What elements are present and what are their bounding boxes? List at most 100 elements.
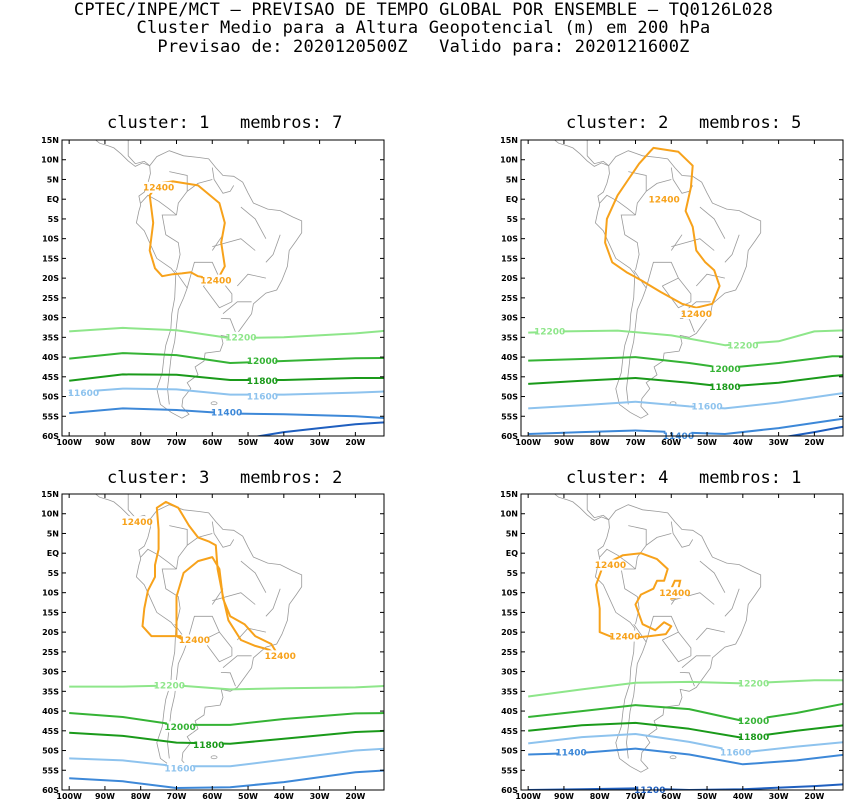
lat-label: 5S <box>48 215 60 224</box>
country-border <box>670 234 683 251</box>
lon-label: 50W <box>697 438 717 447</box>
contour-label: 11600 <box>247 393 278 403</box>
lat-label: 10N <box>41 510 59 519</box>
lat-label: EQ <box>47 549 59 558</box>
contour-line-11800 <box>69 373 384 382</box>
coastline <box>127 140 150 167</box>
lon-label: 90W <box>554 438 574 447</box>
country-border <box>169 525 188 546</box>
lat-label: 15S <box>42 254 59 263</box>
contour-label: 12400 <box>648 195 679 205</box>
contour-line-11800 <box>528 721 843 739</box>
country-border <box>617 200 636 216</box>
country-border <box>724 234 740 263</box>
lat-label: 5S <box>507 569 519 578</box>
contour-line-12400 <box>604 146 721 309</box>
lon-label: 60W <box>661 438 681 447</box>
lon-label: 60W <box>202 792 222 801</box>
lon-label: 100W <box>515 438 541 447</box>
contour-label: 12000 <box>738 717 769 727</box>
lat-label: 60S <box>42 786 59 795</box>
lat-label: 20S <box>501 628 518 637</box>
country-border <box>696 627 725 641</box>
contour-label: 12200 <box>534 328 565 338</box>
contour-label-bg <box>651 193 678 205</box>
coastline <box>620 475 641 482</box>
lon-label: 40W <box>274 438 294 447</box>
lat-label: 5N <box>47 529 59 538</box>
country-border <box>158 554 177 570</box>
lat-label: 40S <box>501 707 518 716</box>
panel-4-title: cluster: 4 membros: 1 <box>566 468 802 488</box>
lon-label: 70W <box>626 792 646 801</box>
contour-label: 12400 <box>595 561 626 571</box>
country-border <box>679 672 695 687</box>
lat-label: 5N <box>506 529 518 538</box>
country-border <box>661 631 692 663</box>
lat-label: 40S <box>501 353 518 362</box>
country-border <box>620 214 640 271</box>
lat-label: 30S <box>501 314 518 323</box>
country-border <box>222 655 252 669</box>
header-line-1: CPTEC/INPE/MCT – PREVISAO DE TEMPO GLOBA… <box>73 0 774 20</box>
contour-label-bg <box>740 715 767 727</box>
lat-label: 35S <box>42 687 59 696</box>
country-border <box>699 206 726 239</box>
lat-label: 30S <box>501 668 518 677</box>
contour-label: 11600 <box>720 749 751 759</box>
contour-label: 12400 <box>681 310 712 320</box>
lat-label: 15N <box>41 136 59 145</box>
contour-label: 11800 <box>193 741 224 751</box>
country-border <box>661 277 692 309</box>
map-frame <box>61 493 385 791</box>
lat-label: 10S <box>42 235 59 244</box>
country-border <box>222 301 252 315</box>
country-border <box>699 560 726 593</box>
lat-label: 30S <box>42 668 59 677</box>
lat-label: 10S <box>501 235 518 244</box>
lat-label: 45S <box>501 727 518 736</box>
lat-label: 25S <box>501 648 518 657</box>
lat-label: 10N <box>500 510 518 519</box>
contour-label-bg <box>711 381 738 393</box>
contour-label-bg <box>249 375 276 387</box>
map-frame <box>520 493 844 791</box>
lon-label: 20W <box>345 438 365 447</box>
lat-label: 5N <box>506 175 518 184</box>
lat-label: 30S <box>42 314 59 323</box>
contour-label-bg <box>740 677 767 689</box>
lat-label: 35S <box>42 333 59 342</box>
country-border <box>645 615 679 643</box>
lat-label: EQ <box>47 195 59 204</box>
lat-label: 10N <box>500 156 518 165</box>
contour-label: 12400 <box>200 276 231 286</box>
lat-label: 55S <box>501 766 518 775</box>
lon-label: 50W <box>238 792 258 801</box>
contour-line-12000 <box>69 352 384 364</box>
coastline <box>135 150 303 419</box>
contour-line-12200 <box>69 684 384 691</box>
country-border <box>211 521 235 548</box>
lat-label: 35S <box>501 687 518 696</box>
contour-label: 11400 <box>555 749 586 759</box>
country-border <box>265 588 281 617</box>
contour-label-bg <box>740 731 767 743</box>
contour-label: 11600 <box>164 764 195 774</box>
lat-label: 5N <box>47 175 59 184</box>
contour-label-bg <box>729 339 756 351</box>
lon-label: 40W <box>274 792 294 801</box>
map-panel-cluster-2: 12400 12400 12200 12200 12000 11800 11600 11400… <box>500 136 844 447</box>
coastline <box>135 504 303 773</box>
contour-label-bg <box>711 363 738 375</box>
lat-label: 15S <box>501 254 518 263</box>
contour-label: 11600 <box>68 389 99 399</box>
country-border <box>681 655 711 669</box>
lon-label: 100W <box>56 792 82 801</box>
map-area <box>69 494 384 789</box>
lon-label: 70W <box>626 438 646 447</box>
falklands <box>669 755 677 760</box>
country-border <box>212 592 256 605</box>
contour-label-bg <box>536 325 563 337</box>
country-border <box>161 568 181 625</box>
